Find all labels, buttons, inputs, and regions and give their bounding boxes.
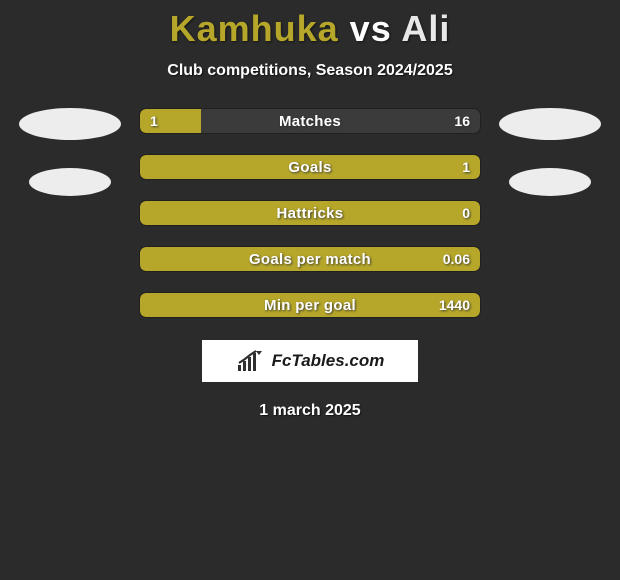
stat-value-left: 1: [150, 109, 158, 133]
fctables-logo: FcTables.com: [202, 340, 418, 382]
stat-label: Goals per match: [140, 247, 480, 271]
logo-row: FcTables.com: [0, 340, 620, 382]
stat-value-right: 0.06: [443, 247, 470, 271]
team-badge: [19, 108, 121, 140]
stat-value-right: 1440: [439, 293, 470, 317]
chart-icon: [236, 349, 266, 373]
stat-label: Matches: [140, 109, 480, 133]
stat-value-right: 1: [462, 155, 470, 179]
stat-bar: Hattricks0: [139, 200, 481, 226]
subtitle: Club competitions, Season 2024/2025: [0, 62, 620, 80]
stat-label: Min per goal: [140, 293, 480, 317]
stat-value-right: 0: [462, 201, 470, 225]
comparison-title: Kamhuka vs Ali: [0, 0, 620, 50]
stat-bar: Min per goal1440: [139, 292, 481, 318]
team-badge: [499, 108, 601, 140]
team-badge: [29, 168, 111, 196]
right-badge-column: [499, 108, 601, 196]
stats-section: Matches116Goals1Hattricks0Goals per matc…: [0, 108, 620, 318]
date-text: 1 march 2025: [0, 402, 620, 420]
title-player1: Kamhuka: [170, 8, 339, 49]
stat-bar: Goals per match0.06: [139, 246, 481, 272]
stat-value-right: 16: [454, 109, 470, 133]
left-badge-column: [19, 108, 121, 196]
stat-label: Goals: [140, 155, 480, 179]
team-badge: [509, 168, 591, 196]
stat-bar: Goals1: [139, 154, 481, 180]
title-player2: Ali: [401, 8, 450, 49]
logo-text: FcTables.com: [272, 351, 385, 371]
stat-bars: Matches116Goals1Hattricks0Goals per matc…: [139, 108, 481, 318]
stat-label: Hattricks: [140, 201, 480, 225]
title-vs: vs: [350, 8, 392, 49]
stat-bar: Matches1 16: [139, 108, 481, 134]
